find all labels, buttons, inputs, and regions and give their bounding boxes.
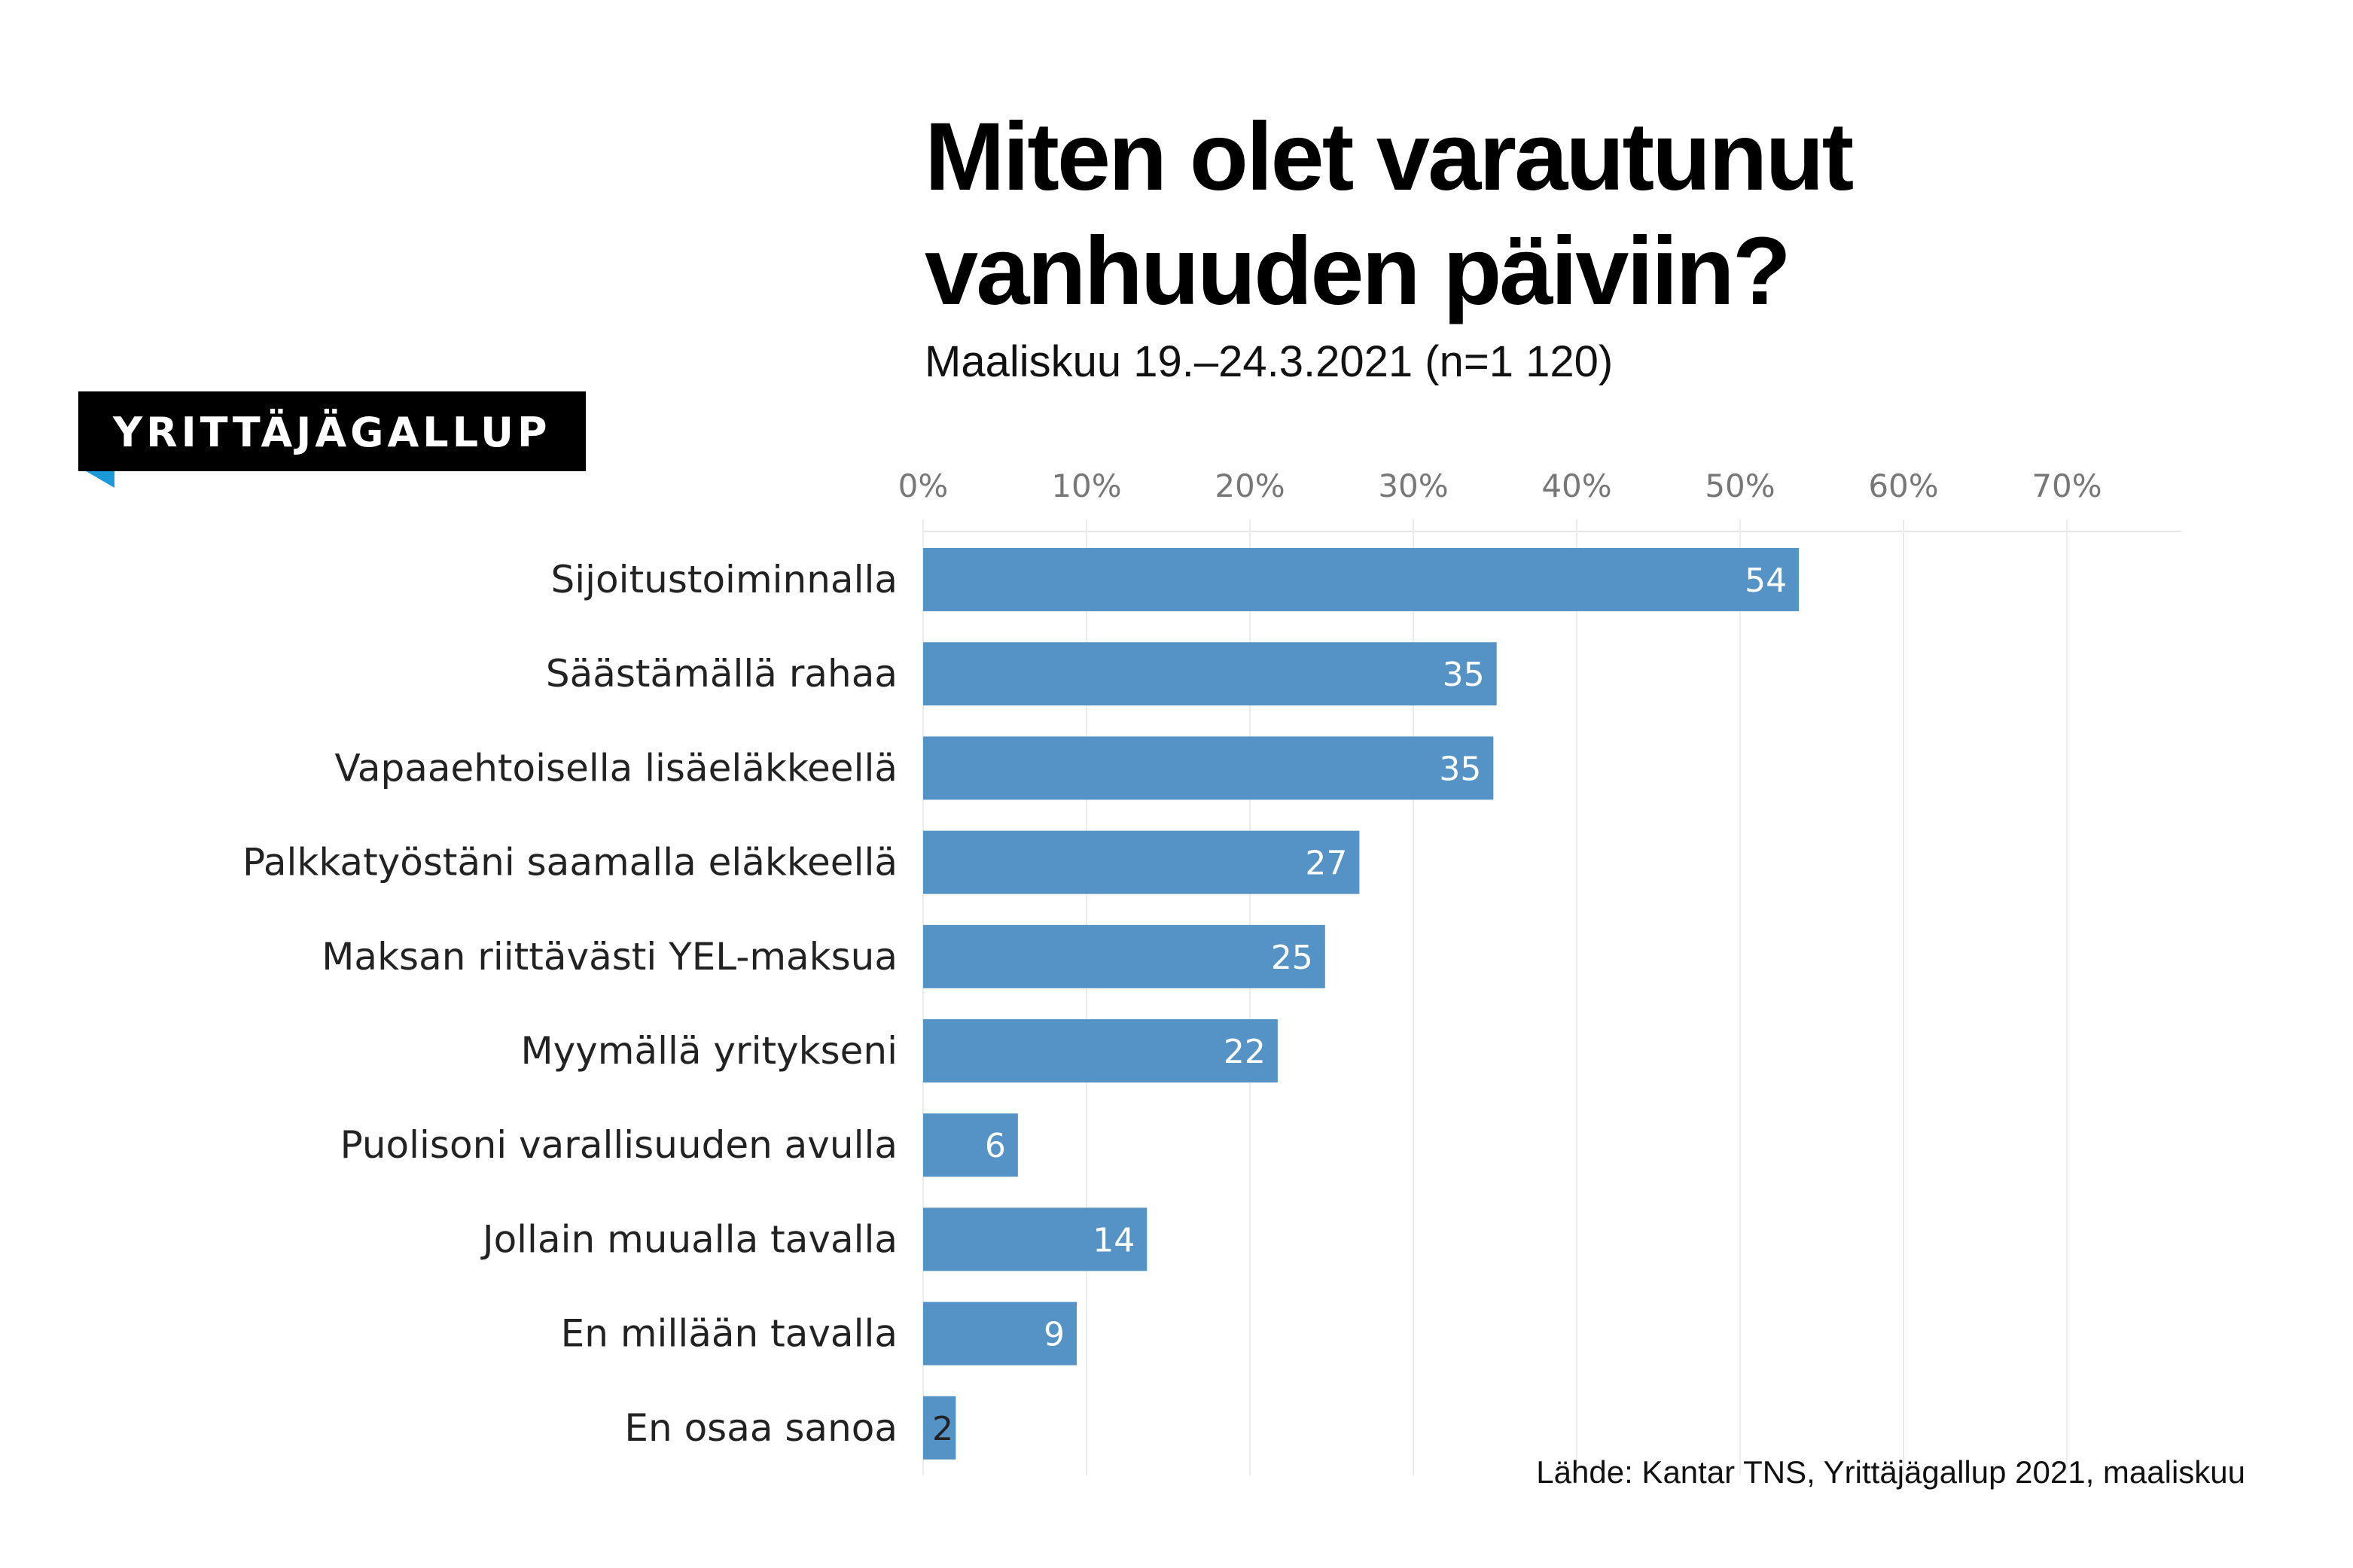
chart-title-line-1: Miten olet varautunut [925, 103, 1854, 211]
x-axis-ticks: 0% 10% 20% 30% 40% 50% 60% 70% [898, 467, 2102, 504]
badge-accent [78, 467, 114, 488]
data-label: 6 [985, 1127, 1006, 1165]
category-label: Säästämällä rahaa [546, 652, 898, 696]
chart-subtitle: Maaliskuu 19.–24.3.2021 (n=1 120) [925, 337, 1613, 386]
x-tick-label: 20% [1215, 467, 1285, 504]
bars [923, 548, 1800, 1460]
x-tick-label: 10% [1051, 467, 1121, 504]
bar [923, 548, 1800, 611]
category-labels: Sijoitustoiminnalla Säästämällä rahaa Vapa… [242, 558, 898, 1450]
badge-background [78, 391, 586, 471]
bar [923, 924, 1325, 988]
data-label: 22 [1224, 1033, 1266, 1071]
data-label: 35 [1443, 656, 1485, 694]
x-tick-label: 0% [898, 467, 949, 504]
data-label: 27 [1305, 845, 1347, 883]
brand-badge: YRITTÄJÄGALLUP [78, 391, 586, 488]
data-label: 14 [1093, 1221, 1135, 1259]
bar [923, 1207, 1148, 1271]
data-label: 25 [1271, 939, 1313, 977]
bar [923, 642, 1497, 706]
category-label: En osaa sanoa [624, 1406, 898, 1450]
bar [923, 736, 1494, 800]
category-label: Sijoitustoiminnalla [551, 558, 898, 601]
x-tick-label: 70% [2031, 467, 2102, 504]
bar [923, 1302, 1077, 1366]
bar [923, 1396, 956, 1460]
data-label: 2 [932, 1410, 953, 1448]
category-label: Jollain muualla tavalla [480, 1217, 898, 1261]
category-label: Vapaaehtoisella lisäeläkkeellä [335, 746, 898, 790]
x-tick-label: 30% [1378, 467, 1448, 504]
x-tick-label: 50% [1705, 467, 1775, 504]
data-label: 54 [1745, 562, 1787, 600]
data-label: 35 [1439, 750, 1481, 788]
category-label: Myymällä yritykseni [520, 1029, 898, 1073]
data-labels: 54 35 35 27 25 22 6 14 9 2 [932, 562, 1787, 1448]
data-label: 9 [1044, 1316, 1065, 1354]
source-note: Lähde: Kantar TNS, Yrittäjägallup 2021, … [1536, 1454, 2245, 1490]
category-label: Maksan riittävästi YEL-maksua [322, 935, 898, 979]
category-label: En millään tavalla [561, 1312, 898, 1356]
x-tick-label: 40% [1541, 467, 1611, 504]
chart-title-line-2: vanhuuden päiviin? [925, 218, 1789, 325]
category-label: Palkkatyöstäni saamalla eläkkeellä [242, 841, 898, 884]
bar [923, 1113, 1018, 1177]
bar [923, 1019, 1278, 1082]
badge-label: YRITTÄJÄGALLUP [112, 409, 551, 456]
bar [923, 830, 1360, 894]
category-label: Puolisoni varallisuuden avulla [340, 1123, 898, 1167]
x-tick-label: 60% [1868, 467, 1938, 504]
